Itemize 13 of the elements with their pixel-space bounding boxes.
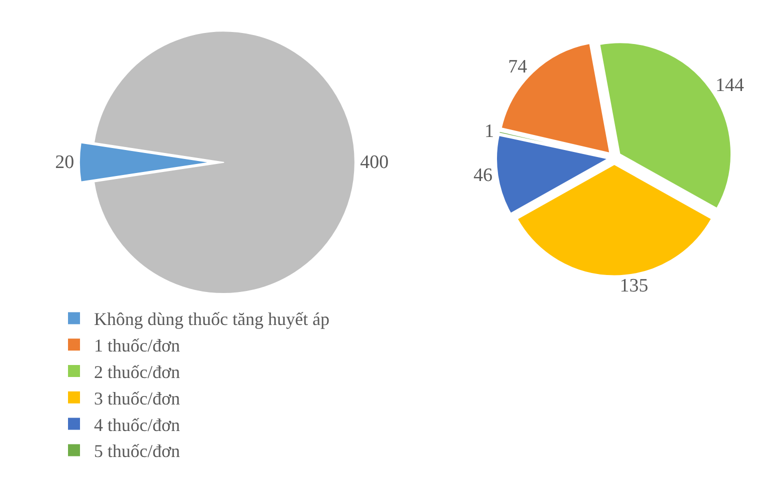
legend-label: 4 thuốc/đơn bbox=[94, 414, 180, 435]
data-label: 400 bbox=[360, 152, 389, 173]
data-label: 135 bbox=[620, 276, 648, 297]
legend-label: 5 thuốc/đơn bbox=[94, 441, 180, 462]
data-label: 20 bbox=[55, 152, 74, 173]
legend-label: 3 thuốc/đơn bbox=[94, 388, 180, 408]
data-label: 74 bbox=[508, 56, 528, 78]
data-label: 1 bbox=[484, 121, 494, 142]
legend-label: 1 thuốc/đơn bbox=[94, 336, 180, 356]
data-label: 46 bbox=[473, 165, 492, 186]
legend-label: 2 thuốc/đơn bbox=[94, 362, 180, 382]
legend-label: Không dùng thuốc tăng huyết áp bbox=[94, 309, 330, 330]
data-label: 144 bbox=[715, 75, 744, 96]
